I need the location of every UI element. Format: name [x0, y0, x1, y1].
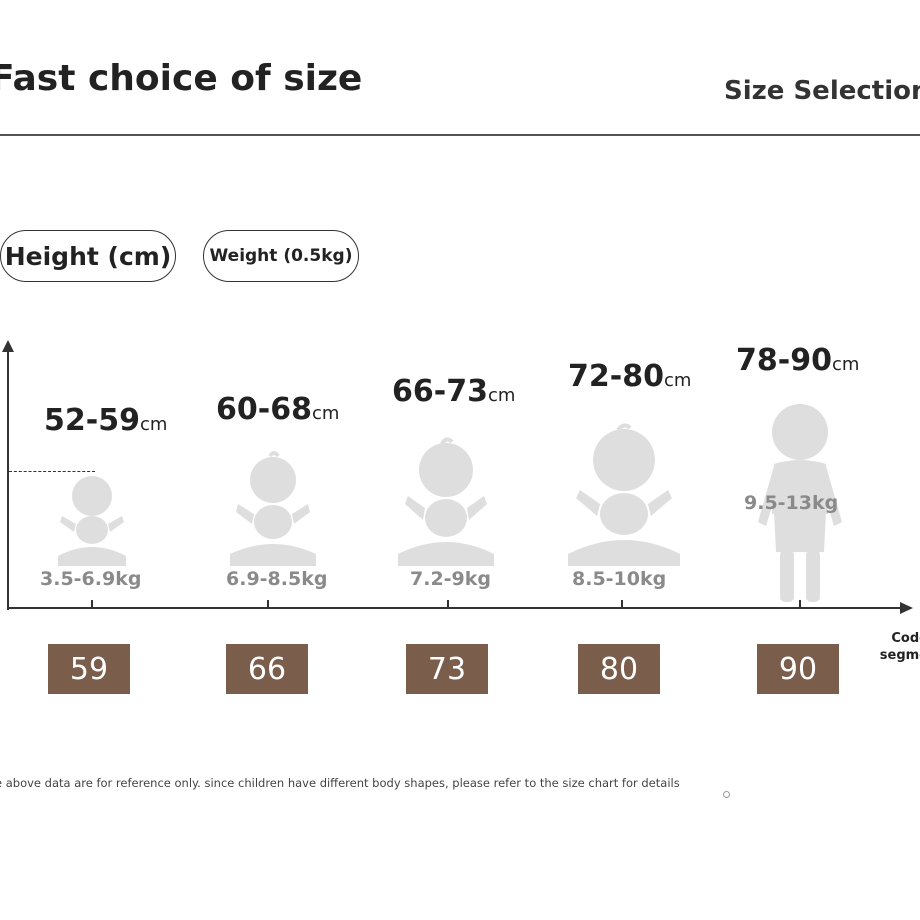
- x-axis-arrow-icon: [900, 602, 913, 614]
- x-axis-tick: [799, 600, 801, 608]
- size-code-badge: 66: [226, 644, 308, 694]
- size-weight-label: 7.2-9kg: [410, 568, 492, 590]
- size-weight-label: 3.5-6.9kg: [40, 568, 142, 590]
- x-axis-tick: [91, 600, 93, 608]
- size-height-label: 72-80cm: [568, 359, 692, 394]
- weight-legend-pill: Weight (0.5kg): [203, 230, 359, 282]
- baby-sitting-icon: [58, 476, 126, 566]
- baby-sitting-icon: [568, 423, 680, 566]
- height-legend-pill: Height (cm): [0, 230, 176, 282]
- baby-sitting-icon: [230, 451, 316, 566]
- size-code-badge: 80: [578, 644, 660, 694]
- size-weight-label: 9.5-13kg: [744, 492, 839, 514]
- size-code-badge: 59: [48, 644, 130, 694]
- size-weight-label: 6.9-8.5kg: [226, 568, 328, 590]
- y-axis-line: [7, 350, 9, 610]
- small-circle-icon: [723, 791, 730, 798]
- size-height-label: 66-73cm: [392, 374, 516, 409]
- size-height-label: 78-90cm: [736, 343, 860, 378]
- page-title: Fast choice of size: [0, 58, 363, 99]
- size-height-label: 60-68cm: [216, 392, 340, 427]
- size-code-badge: 90: [757, 644, 839, 694]
- header-divider: [0, 134, 920, 136]
- section-subtitle: Size Selection: [724, 76, 920, 106]
- x-axis-caption: Code segme: [879, 631, 920, 663]
- size-code-badge: 73: [406, 644, 488, 694]
- baby-sitting-icon: [398, 437, 494, 566]
- x-axis-tick: [267, 600, 269, 608]
- x-axis-tick: [447, 600, 449, 608]
- toddler-standing-icon: [758, 404, 842, 602]
- size-weight-label: 8.5-10kg: [572, 568, 667, 590]
- x-axis-line: [7, 607, 905, 609]
- y-axis-arrow-icon: [2, 340, 14, 352]
- height-guide-line: [9, 471, 95, 472]
- x-axis-tick: [621, 600, 623, 608]
- size-height-label: 52-59cm: [44, 403, 168, 438]
- reference-note: e above data are for reference only. sin…: [0, 776, 680, 790]
